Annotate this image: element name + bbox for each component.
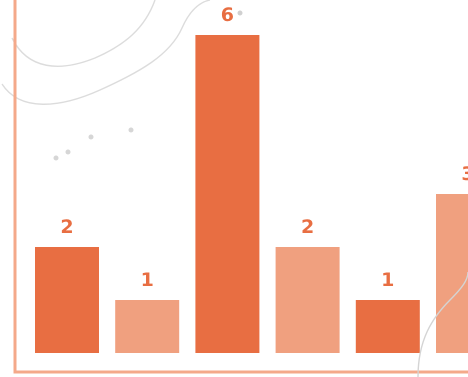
chart-axes (13, 0, 468, 374)
bar-4 (275, 247, 340, 353)
decorative-dot (237, 10, 243, 16)
bar-6 (436, 194, 468, 353)
bar-2 (115, 300, 180, 353)
bar-value-label-3: 6 (221, 4, 234, 26)
bar-value-label-4: 2 (301, 216, 314, 238)
bar-series (35, 35, 468, 353)
decorative-background (1, 0, 243, 161)
decorative-contour-line (1, 0, 211, 105)
bar-value-label-6: 3 (461, 163, 468, 185)
decorative-dot (65, 149, 71, 155)
bar-1 (35, 247, 99, 353)
decorative-dot (88, 134, 94, 140)
data-labels: 2 1 6 2 1 3 (60, 4, 468, 291)
bar-value-label-2: 1 (141, 269, 154, 291)
decorative-contour-line (417, 271, 468, 377)
decorative-dot (53, 155, 59, 161)
bar-value-label-1: 2 (60, 216, 73, 238)
decorative-contour-line (11, 0, 156, 67)
bar-value-label-5: 1 (381, 269, 394, 291)
decorative-dot (128, 127, 134, 133)
bar-3 (195, 35, 260, 353)
bar-5 (355, 300, 420, 353)
